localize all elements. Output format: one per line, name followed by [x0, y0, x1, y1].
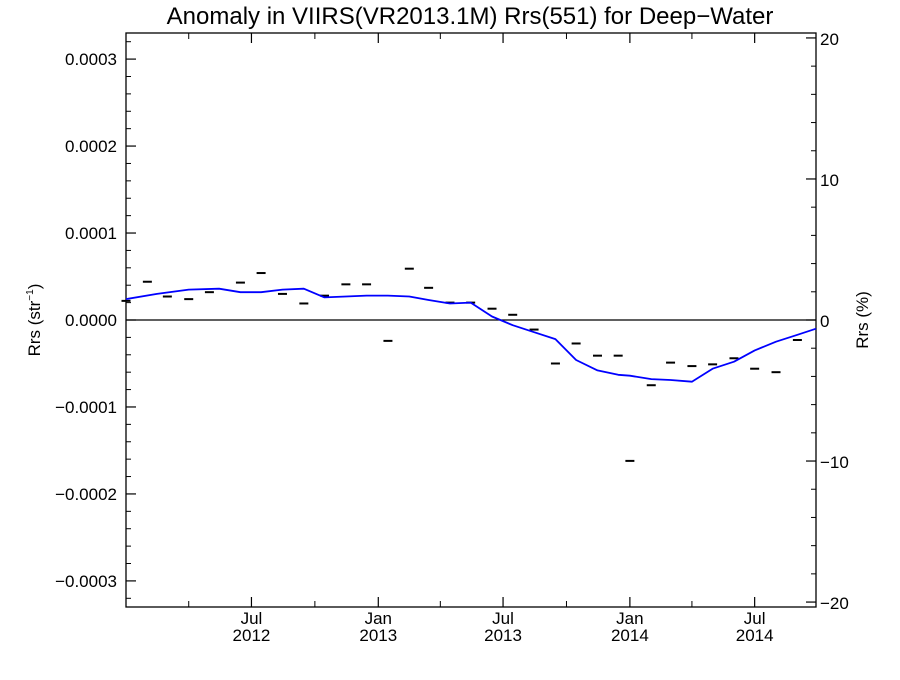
right-tick-label: 20: [820, 30, 839, 49]
x-tick-label-year: 2014: [611, 626, 649, 645]
right-tick-label: −10: [820, 453, 849, 472]
chart-title: Anomaly in VIIRS(VR2013.1M) Rrs(551) for…: [167, 3, 774, 30]
x-tick-label-month: Jul: [492, 609, 514, 628]
left-tick-label: −0.0001: [55, 398, 117, 417]
left-tick-label: 0.0003: [65, 50, 117, 69]
right-tick-label: 0: [820, 312, 829, 331]
left-y-axis: 0.0003 0.0002 0.0001 0.0000 −0.0001 −0.0002 −0…: [55, 41, 136, 599]
left-tick-label: 0.0001: [65, 224, 117, 243]
left-y-axis-label: Rrs (str−1): [25, 284, 44, 357]
x-tick-label-month: Jan: [365, 609, 392, 628]
x-tick-label-month: Jul: [241, 609, 263, 628]
x-tick-label-year: 2012: [233, 626, 271, 645]
left-tick-label: 0.0002: [65, 137, 117, 156]
x-tick-label-year: 2014: [736, 626, 774, 645]
right-y-axis-label: Rrs (%): [853, 291, 872, 349]
left-y-label-base: Rrs (str: [25, 300, 44, 356]
right-y-axis: 20 10 0 −10 −20: [806, 30, 849, 613]
x-tick-label-month: Jan: [616, 609, 643, 628]
series-layer: [121, 267, 817, 462]
x-tick-label-year: 2013: [359, 626, 397, 645]
right-tick-label: −20: [820, 594, 849, 613]
blue-trend-line: [125, 287, 817, 383]
left-y-label-sup: −1: [25, 289, 36, 301]
left-tick-label: −0.0003: [55, 572, 117, 591]
right-tick-label: 10: [820, 171, 839, 190]
left-tick-label: −0.0002: [55, 485, 117, 504]
left-y-label-close: ): [25, 284, 44, 290]
left-tick-label: 0.0000: [65, 311, 117, 330]
x-tick-label-month: Jul: [744, 609, 766, 628]
x-tick-label-year: 2013: [484, 626, 522, 645]
